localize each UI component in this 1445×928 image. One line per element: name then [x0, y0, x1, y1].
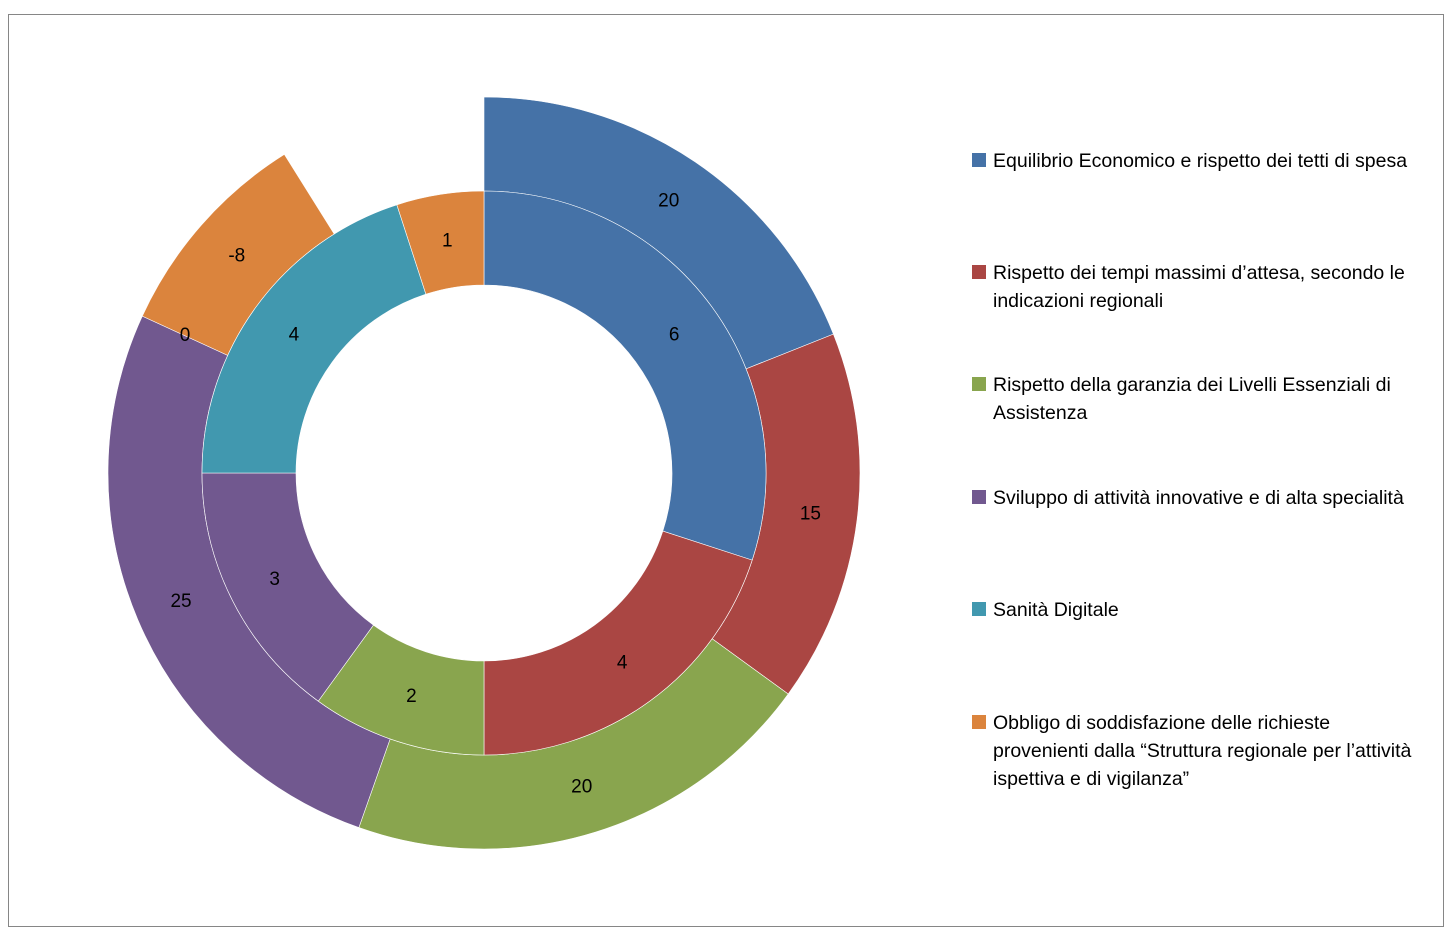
inner-data-label-0: 6	[669, 324, 680, 345]
legend-swatch-1	[972, 265, 986, 279]
outer-ring	[107, 96, 861, 850]
inner-data-label-1: 4	[617, 653, 628, 674]
outer-data-label-0: 20	[658, 190, 679, 211]
inner-slice-4	[201, 204, 427, 474]
legend-swatch-5	[972, 715, 986, 729]
legend-item-5: Obbligo di soddisfazione delle richieste…	[972, 709, 1432, 793]
legend-swatch-0	[972, 153, 986, 167]
outer-data-label-5: -8	[228, 245, 245, 266]
legend-label-1: Rispetto dei tempi massimi d’attesa, sec…	[993, 262, 1405, 312]
legend-swatch-4	[972, 602, 986, 616]
inner-slice-0	[483, 190, 767, 561]
inner-slice-5	[396, 190, 485, 295]
legend-item-4: Sanità Digitale	[972, 596, 1432, 624]
inner-slice-1	[483, 530, 753, 756]
legend-swatch-2	[972, 377, 986, 391]
inner-ring	[201, 190, 767, 756]
outer-data-label-3: 25	[170, 591, 191, 612]
legend-label-4: Sanità Digitale	[993, 599, 1119, 621]
legend-item-0: Equilibrio Economico e rispetto dei tett…	[972, 147, 1432, 175]
inner-data-label-3: 3	[269, 569, 280, 590]
inner-data-label-2: 2	[406, 686, 417, 707]
data-labels: 6 4 2 3 4 1 20 15 20 25 0 -8	[170, 190, 821, 797]
inner-data-label-4: 4	[289, 324, 300, 345]
legend-label-5: Obbligo di soddisfazione delle richieste…	[993, 712, 1412, 790]
legend-item-3: Sviluppo di attività innovative e di alt…	[972, 484, 1432, 512]
legend-label-0: Equilibrio Economico e rispetto dei tett…	[993, 150, 1408, 172]
inner-data-label-5: 1	[442, 230, 453, 251]
legend-item-2: Rispetto della garanzia dei Livelli Esse…	[972, 371, 1432, 427]
legend-swatch-3	[972, 490, 986, 504]
legend-label-2: Rispetto della garanzia dei Livelli Esse…	[993, 374, 1391, 424]
legend-label-3: Sviluppo di attività innovative e di alt…	[993, 487, 1404, 509]
outer-data-label-1: 15	[800, 504, 821, 525]
outer-data-label-4: 0	[180, 325, 191, 346]
legend-item-1: Rispetto dei tempi massimi d’attesa, sec…	[972, 259, 1432, 315]
outer-data-label-2: 20	[571, 777, 592, 798]
